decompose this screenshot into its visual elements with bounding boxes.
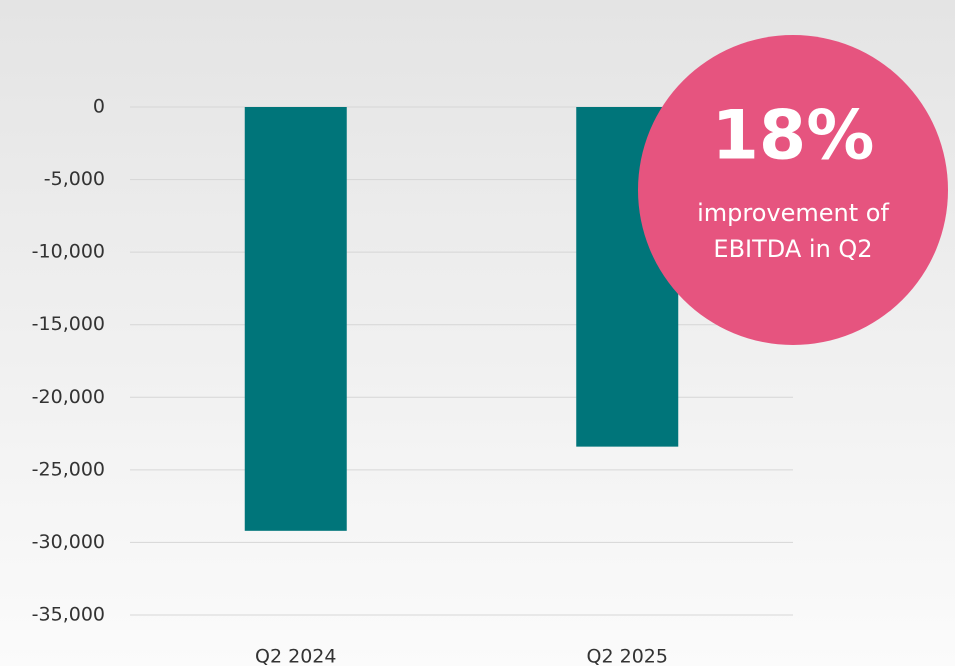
x-tick-label: Q2 2025 (587, 646, 668, 666)
y-tick-label: -15,000 (32, 313, 105, 335)
y-tick-label: -5,000 (44, 168, 105, 190)
callout-circle (638, 35, 948, 345)
y-tick-label: -30,000 (32, 531, 105, 553)
callout-headline: 18% (712, 97, 875, 176)
y-tick-label: 0 (93, 96, 105, 118)
bar (244, 107, 347, 531)
y-tick-label: -35,000 (32, 604, 105, 626)
y-tick-label: -20,000 (32, 386, 105, 408)
y-tick-label: -10,000 (32, 241, 105, 263)
callout-text: EBITDA in Q2 (713, 235, 872, 263)
x-tick-label: Q2 2024 (255, 646, 336, 666)
callout-text: improvement of (697, 199, 889, 227)
y-tick-label: -25,000 (32, 458, 105, 480)
